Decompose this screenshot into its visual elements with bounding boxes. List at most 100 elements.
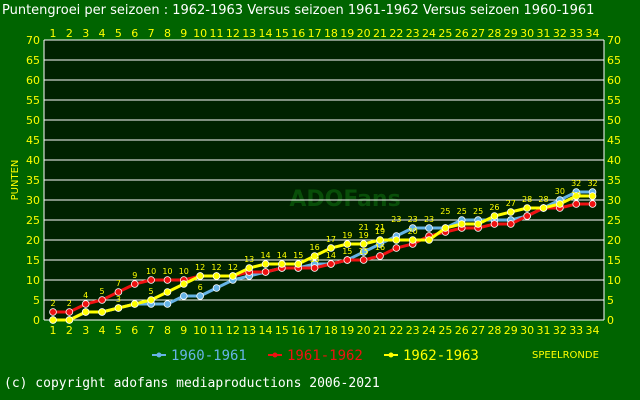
- point-value-label: 25: [457, 207, 467, 216]
- point-value-label: 6: [198, 283, 203, 292]
- data-point: [343, 240, 352, 248]
- x-tick-label-bottom: 29: [504, 324, 518, 337]
- y-tick-label-left: 20: [26, 234, 40, 247]
- point-value-label: 30: [555, 187, 565, 196]
- x-tick-label-bottom: 22: [389, 324, 403, 337]
- legend-label: 1962-1963: [403, 348, 479, 364]
- y-tick-label-left: 45: [26, 134, 40, 147]
- data-point: [196, 292, 204, 300]
- data-point: [490, 220, 499, 228]
- data-point: [278, 260, 286, 268]
- x-tick-label-bottom: 23: [406, 324, 420, 337]
- x-tick-label-top: 15: [275, 27, 289, 40]
- x-tick-label-bottom: 12: [226, 324, 240, 337]
- data-point: [65, 316, 74, 324]
- data-point: [261, 260, 270, 268]
- point-value-label: 14: [260, 251, 270, 260]
- point-value-label: 23: [424, 215, 434, 224]
- x-tick-label-top: 23: [406, 27, 420, 40]
- y-tick-label-left: 70: [26, 34, 40, 47]
- data-point: [441, 224, 450, 232]
- legend-marker: [272, 352, 278, 358]
- data-point: [114, 288, 123, 296]
- data-point: [425, 236, 433, 244]
- data-point: [359, 240, 368, 248]
- point-value-label: 21: [359, 223, 369, 232]
- x-tick-label-top: 26: [455, 27, 469, 40]
- point-value-label: 10: [179, 267, 189, 276]
- point-value-label: 16: [310, 243, 320, 252]
- point-value-label: 19: [375, 227, 385, 236]
- y-tick-label-right: 30: [607, 194, 621, 207]
- y-tick-label-right: 0: [607, 314, 614, 327]
- x-tick-label-top: 4: [99, 27, 106, 40]
- x-tick-label-bottom: 10: [193, 324, 207, 337]
- x-tick-label-top: 31: [537, 27, 551, 40]
- point-value-label: 2: [67, 299, 72, 308]
- point-value-label: 27: [506, 199, 516, 208]
- y-tick-label-left: 25: [26, 214, 40, 227]
- point-value-label: 13: [310, 255, 320, 264]
- data-point: [196, 272, 204, 280]
- data-point: [98, 308, 106, 316]
- x-tick-label-top: 20: [357, 27, 371, 40]
- point-value-label: 3: [116, 295, 121, 304]
- series-line-1962-1963: [53, 194, 593, 322]
- y-tick-label-left: 0: [33, 314, 40, 327]
- data-point: [359, 248, 368, 256]
- legend-label: 1960-1961: [171, 348, 247, 364]
- x-tick-label-bottom: 11: [210, 324, 224, 337]
- point-value-label: 19: [359, 231, 369, 240]
- data-point: [359, 256, 368, 264]
- x-tick-label-bottom: 31: [537, 324, 551, 337]
- data-point: [408, 224, 417, 232]
- x-tick-label-bottom: 25: [438, 324, 452, 337]
- y-tick-label-right: 25: [607, 214, 621, 227]
- y-tick-label-right: 50: [607, 114, 621, 127]
- y-tick-label-right: 45: [607, 134, 621, 147]
- y-tick-label-left: 50: [26, 114, 40, 127]
- data-point: [539, 204, 548, 212]
- data-point: [49, 308, 57, 316]
- point-value-label: 15: [359, 247, 369, 256]
- y-tick-label-left: 40: [26, 154, 40, 167]
- x-tick-label-bottom: 20: [357, 324, 371, 337]
- x-tick-label-top: 24: [422, 27, 436, 40]
- x-tick-label-bottom: 18: [324, 324, 338, 337]
- x-tick-label-bottom: 6: [131, 324, 138, 337]
- x-tick-label-top: 34: [586, 27, 600, 40]
- x-tick-label-bottom: 13: [242, 324, 256, 337]
- data-point: [130, 300, 139, 308]
- x-tick-label-bottom: 15: [275, 324, 289, 337]
- point-value-label: 10: [162, 267, 172, 276]
- data-point: [474, 220, 482, 228]
- point-value-label: 12: [228, 263, 238, 272]
- data-point: [425, 224, 433, 232]
- chart-title: Puntengroei per seizoen : 1962-1963 Vers…: [2, 3, 595, 18]
- data-point: [457, 220, 466, 228]
- x-tick-label-bottom: 19: [340, 324, 354, 337]
- x-tick-label-top: 19: [340, 27, 354, 40]
- x-tick-label-top: 8: [164, 27, 171, 40]
- data-point: [392, 236, 401, 244]
- data-point: [392, 244, 401, 252]
- point-value-label: 2: [50, 299, 55, 308]
- x-tick-label-bottom: 16: [291, 324, 305, 337]
- x-tick-label-top: 13: [242, 27, 256, 40]
- point-value-label: 12: [211, 263, 221, 272]
- x-tick-label-bottom: 28: [487, 324, 501, 337]
- point-value-label: 10: [146, 267, 156, 276]
- y-tick-label-right: 5: [607, 294, 614, 307]
- point-value-label: 19: [342, 231, 352, 240]
- point-value-label: 5: [149, 287, 154, 296]
- x-tick-label-top: 28: [487, 27, 501, 40]
- x-axis-label: SPEELRONDE: [532, 350, 599, 361]
- x-tick-label-bottom: 8: [164, 324, 171, 337]
- y-tick-label-right: 65: [607, 54, 621, 67]
- data-point: [180, 280, 188, 288]
- y-tick-label-right: 55: [607, 94, 621, 107]
- data-point: [294, 260, 303, 268]
- point-value-label: 7: [116, 279, 121, 288]
- data-point: [81, 300, 90, 308]
- point-value-label: 21: [375, 223, 385, 232]
